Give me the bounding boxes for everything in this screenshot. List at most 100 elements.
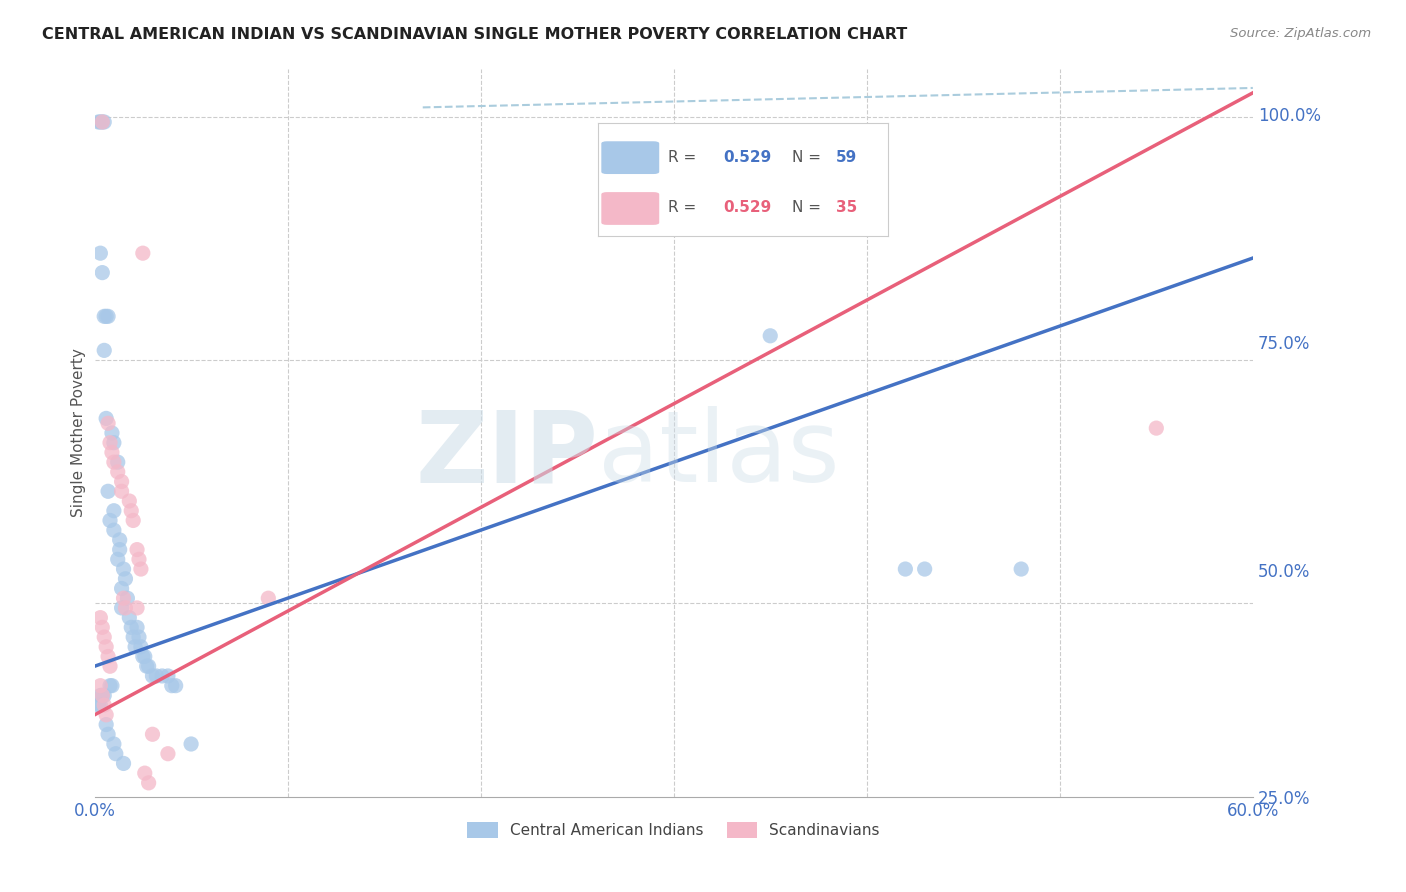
Point: [125, 601, 148, 615]
Point: [128, 552, 150, 566]
Point: [107, 552, 129, 566]
Point: [103, 737, 125, 751]
Point: [150, 669, 173, 683]
Point: [103, 435, 125, 450]
Point: [98, 659, 121, 673]
Point: [1010, 562, 1032, 576]
Text: Source: ZipAtlas.com: Source: ZipAtlas.com: [1230, 27, 1371, 40]
Point: [87, 115, 110, 129]
Point: [93, 630, 115, 644]
Point: [110, 582, 132, 596]
Text: CENTRAL AMERICAN INDIAN VS SCANDINAVIAN SINGLE MOTHER POVERTY CORRELATION CHART: CENTRAL AMERICAN INDIAN VS SCANDINAVIAN …: [42, 27, 907, 42]
Point: [141, 727, 163, 741]
Point: [89, 246, 111, 260]
Point: [124, 640, 146, 654]
Point: [107, 455, 129, 469]
Point: [108, 542, 131, 557]
Point: [101, 679, 124, 693]
Point: [89, 698, 111, 712]
Point: [91, 266, 114, 280]
Legend: Central American Indians, Scandinavians: Central American Indians, Scandinavians: [461, 816, 886, 845]
Point: [97, 417, 120, 431]
Point: [89, 610, 111, 624]
Point: [141, 669, 163, 683]
Point: [132, 649, 155, 664]
Point: [118, 610, 141, 624]
Point: [97, 649, 120, 664]
Point: [104, 747, 127, 761]
Point: [759, 328, 782, 343]
Point: [165, 679, 187, 693]
Point: [96, 717, 118, 731]
Point: [97, 310, 120, 324]
Point: [96, 411, 118, 425]
Point: [101, 425, 124, 440]
Point: [110, 484, 132, 499]
Point: [97, 727, 120, 741]
Point: [894, 562, 917, 576]
Point: [101, 445, 124, 459]
Point: [122, 513, 145, 527]
Point: [91, 115, 114, 129]
Point: [103, 504, 125, 518]
Point: [257, 591, 280, 606]
Point: [117, 591, 139, 606]
Point: [145, 669, 167, 683]
Point: [93, 115, 115, 129]
Point: [89, 689, 111, 703]
Point: [97, 484, 120, 499]
Point: [110, 601, 132, 615]
Point: [103, 523, 125, 537]
Point: [156, 669, 179, 683]
Point: [110, 475, 132, 489]
Point: [91, 689, 114, 703]
Point: [91, 620, 114, 634]
Point: [93, 698, 115, 712]
Point: [89, 115, 111, 129]
Text: ZIP: ZIP: [416, 407, 599, 503]
Point: [112, 562, 135, 576]
Point: [156, 747, 179, 761]
Point: [93, 310, 115, 324]
Point: [98, 513, 121, 527]
Point: [87, 698, 110, 712]
Point: [107, 465, 129, 479]
Point: [96, 640, 118, 654]
Point: [112, 591, 135, 606]
Point: [91, 689, 114, 703]
Point: [138, 659, 160, 673]
Point: [93, 343, 115, 358]
Point: [114, 601, 136, 615]
Point: [180, 737, 202, 751]
Point: [120, 504, 142, 518]
Point: [134, 649, 156, 664]
Point: [112, 756, 135, 771]
Point: [89, 679, 111, 693]
Point: [125, 542, 148, 557]
Point: [98, 679, 121, 693]
Point: [128, 630, 150, 644]
Point: [122, 630, 145, 644]
Text: atlas: atlas: [599, 407, 839, 503]
Point: [132, 246, 155, 260]
Point: [120, 620, 142, 634]
Point: [91, 115, 114, 129]
Point: [129, 640, 152, 654]
Point: [96, 707, 118, 722]
Point: [98, 435, 121, 450]
Point: [125, 620, 148, 634]
Point: [134, 766, 156, 780]
Point: [96, 310, 118, 324]
Point: [118, 494, 141, 508]
Point: [129, 562, 152, 576]
Point: [138, 776, 160, 790]
Point: [114, 572, 136, 586]
Point: [103, 455, 125, 469]
Point: [914, 562, 936, 576]
Y-axis label: Single Mother Poverty: Single Mother Poverty: [72, 349, 86, 517]
Point: [93, 689, 115, 703]
Point: [160, 679, 183, 693]
Point: [108, 533, 131, 547]
Point: [135, 659, 157, 673]
Point: [1144, 421, 1167, 435]
